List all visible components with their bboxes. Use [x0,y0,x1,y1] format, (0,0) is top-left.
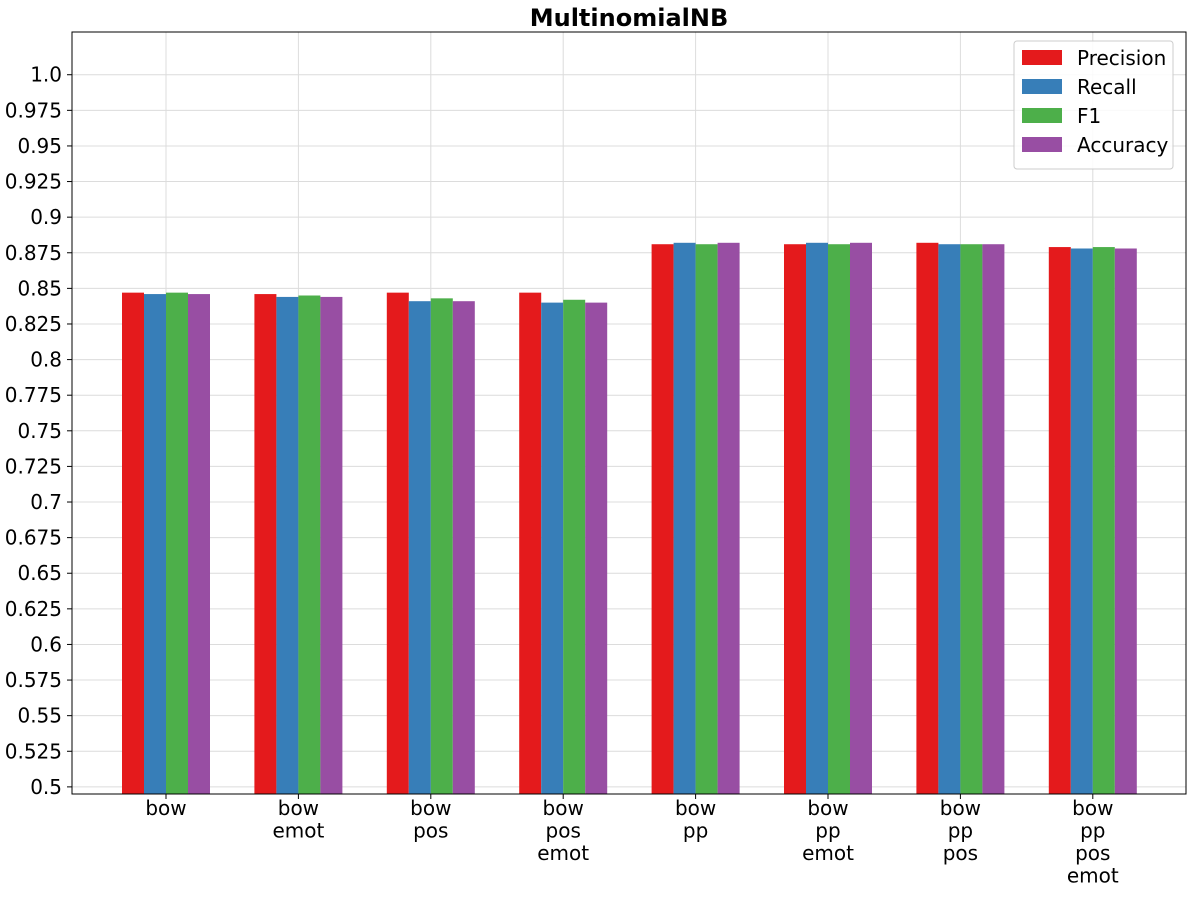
bar-accuracy [717,242,740,794]
bar-recall [806,242,828,794]
y-tick-label: 0.525 [5,739,62,763]
x-tick-label-line: pos [413,819,448,843]
y-tick-label: 0.55 [17,704,62,728]
x-tick-label-line: bow [145,796,186,820]
x-tick-label: bow emot [272,796,324,843]
bar-accuracy [585,302,608,794]
x-tick-label-line: emot [1067,864,1119,888]
legend-label: F1 [1077,104,1101,128]
legend: Precision Recall F1 Accuracy [1013,40,1174,170]
x-tick-label-line: pos [943,841,978,865]
x-tick-label: bow pos emot [537,796,589,865]
bar-recall [408,301,431,794]
y-tick-label: 0.65 [17,561,62,585]
x-tick-label: bow pp [675,796,716,843]
x-tick-label: bow pp pos [940,796,981,865]
bar-f1 [298,295,321,794]
bar-precision [254,294,277,794]
bar-accuracy [1114,248,1137,794]
y-tick-label: 0.85 [17,276,62,300]
y-tick-label: 0.875 [5,241,62,265]
legend-label: Recall [1077,75,1137,99]
y-tick-label: 1.0 [30,63,62,87]
bar-recall [144,294,166,794]
bar-accuracy [188,294,210,794]
legend-swatch [1022,108,1062,123]
bar-f1 [695,244,718,794]
y-tick-label: 0.825 [5,312,62,336]
bar-precision [784,244,806,794]
y-tick-label: 0.95 [17,134,62,158]
x-tick-label-line: emot [802,841,854,865]
x-tick-label-line: pp [683,819,708,843]
legend-swatch [1022,50,1062,65]
y-tick-label: 0.5 [30,775,62,799]
bar-f1 [563,299,586,794]
x-tick-label: bow [145,796,186,820]
x-tick-label-line: bow [807,796,848,820]
x-tick-label-line: pp [948,819,973,843]
y-tick-label: 0.9 [30,205,62,229]
bar-precision [519,292,542,794]
x-tick-label-line: pp [1080,819,1105,843]
x-tick-label-line: pp [815,819,840,843]
bar-recall [673,242,696,794]
legend-swatch [1022,137,1062,152]
y-tick-label: 0.8 [30,348,62,372]
y-tick-label: 0.925 [5,170,62,194]
y-tick-label: 0.725 [5,454,62,478]
legend-label: Accuracy [1077,133,1168,157]
y-tick-label: 0.75 [17,419,62,443]
x-tick-label-line: bow [543,796,584,820]
bar-precision [386,292,409,794]
y-tick-label: 0.575 [5,668,62,692]
bar-f1 [828,244,850,794]
x-tick-label-line: bow [278,796,319,820]
y-tick-label: 0.6 [30,632,62,656]
bar-f1 [430,298,453,794]
bar-f1 [960,244,983,794]
x-tick-label-line: bow [675,796,716,820]
chart-title: MultinomialNB [530,4,729,32]
bar-f1 [1092,247,1115,794]
bar-accuracy [320,296,343,794]
bar-accuracy [982,244,1005,794]
bar-recall [276,296,299,794]
x-tick-label: bow pos [410,796,451,843]
bar-accuracy [850,242,872,794]
x-tick-label-line: pos [546,819,581,843]
y-axis: 0.5 0.525 0.55 0.575 0.6 0.625 0.65 0.675 0.7 0.7… [5,63,72,799]
y-tick-label: 0.675 [5,526,62,550]
y-tick-label: 0.7 [30,490,62,514]
y-tick-label: 0.625 [5,597,62,621]
plot-frame [71,31,1187,795]
bar-precision [651,244,674,794]
y-tick-label: 0.975 [5,98,62,122]
bars [122,242,1137,794]
x-tick-label-line: bow [1072,796,1113,820]
x-tick-label-line: emot [537,841,589,865]
x-tick-label-line: pos [1075,841,1110,865]
x-tick-label-line: emot [272,819,324,843]
bar-recall [541,302,564,794]
x-tick-label: bow pp pos emot [1067,796,1119,888]
bar-precision [122,292,144,794]
legend-swatch [1022,79,1062,94]
legend-label: Precision [1077,46,1166,70]
bar-f1 [166,292,188,794]
bar-precision [916,242,939,794]
bar-accuracy [452,301,475,794]
x-tick-label-line: bow [940,796,981,820]
bar-recall [1070,248,1093,794]
x-tick-label: bow pp emot [802,796,854,865]
x-tick-label-line: bow [410,796,451,820]
bar-recall [938,244,961,794]
y-tick-label: 0.775 [5,383,62,407]
bar-precision [1048,247,1071,794]
